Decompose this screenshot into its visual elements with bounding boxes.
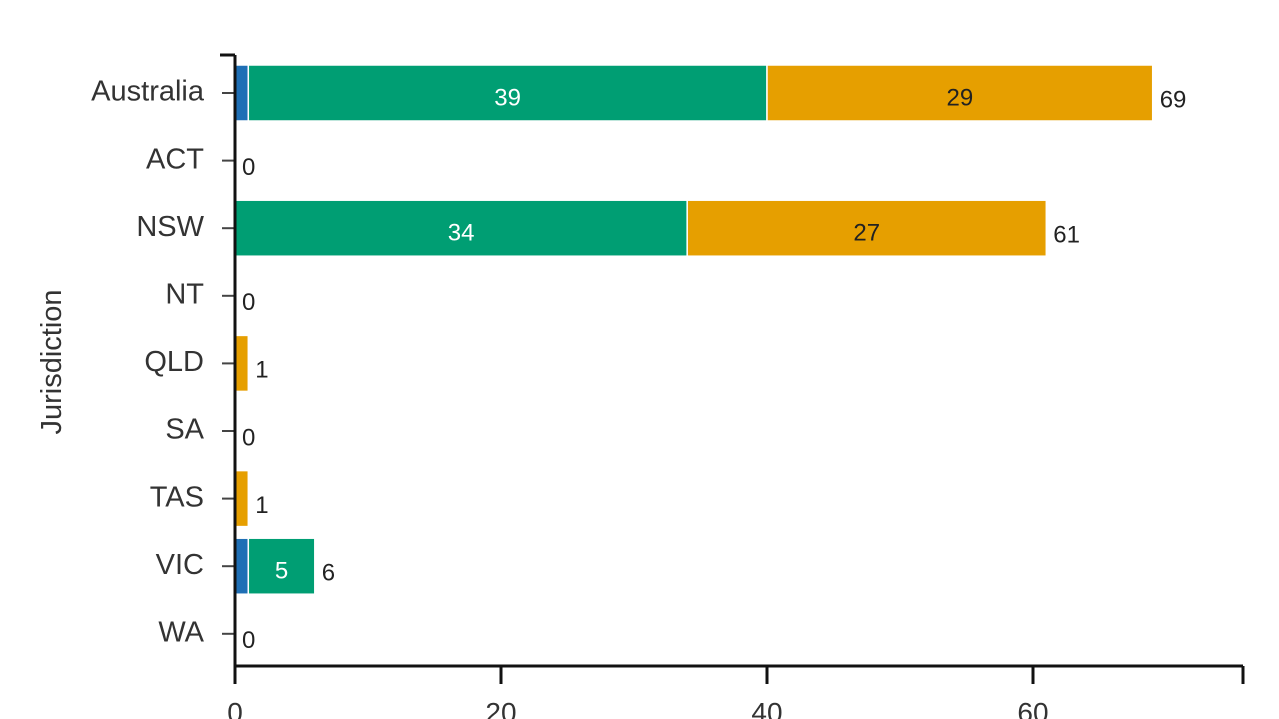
category-label: TAS [150, 481, 204, 513]
x-tick-label: 60 [1017, 697, 1048, 719]
bar-segment [234, 537, 250, 595]
bar-segment [766, 64, 1154, 122]
bar-segment [247, 537, 316, 595]
category-label: ACT [146, 143, 204, 175]
total-label: 0 [242, 424, 255, 451]
bar-segment [234, 469, 250, 528]
x-tick-label: 40 [751, 697, 782, 719]
category-label: WA [158, 616, 204, 648]
bar-segment [234, 334, 250, 393]
category-label: NT [165, 278, 204, 310]
segment-label: 29 [946, 84, 973, 111]
category-label: VIC [156, 549, 204, 581]
segment-label: 5 [275, 558, 288, 585]
segment-label: 27 [853, 220, 880, 247]
x-tick-label: 0 [227, 697, 243, 719]
bar-segment [234, 199, 688, 257]
total-label: 6 [322, 560, 335, 587]
segment-label: 39 [494, 84, 521, 111]
total-label: 1 [255, 492, 268, 519]
x-tick-label: 20 [485, 697, 516, 719]
category-label: QLD [144, 346, 204, 378]
category-label: SA [165, 414, 204, 446]
segment-label: 34 [448, 220, 475, 247]
total-label: 69 [1160, 86, 1187, 113]
bar-segment [247, 64, 768, 122]
total-label: 0 [242, 289, 255, 316]
bar-segment [234, 64, 250, 122]
total-label: 61 [1053, 222, 1080, 249]
total-label: 0 [242, 627, 255, 654]
total-label: 1 [255, 357, 268, 384]
bar-segment [686, 199, 1048, 257]
bars-layer: 39 29 69 0 34 27 61 0 1 0 1 5 6 0 [234, 64, 1187, 654]
total-label: 0 [242, 154, 255, 181]
category-label: NSW [136, 211, 204, 243]
y-axis-label: Jurisdiction [36, 289, 68, 434]
category-label: Australia [91, 76, 205, 108]
